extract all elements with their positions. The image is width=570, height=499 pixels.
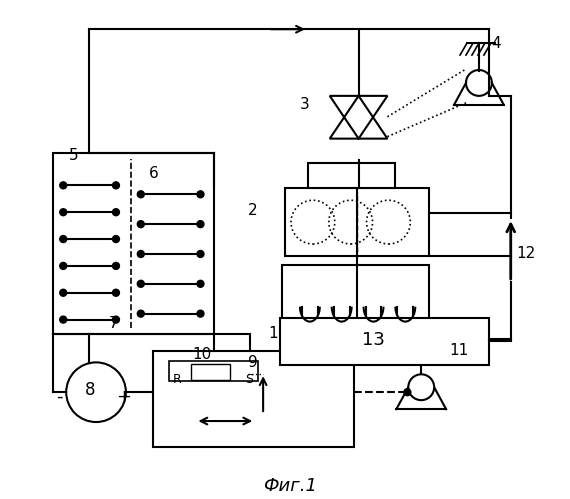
Text: R: R <box>173 373 181 386</box>
Circle shape <box>60 289 67 296</box>
Text: 12: 12 <box>516 246 536 261</box>
Circle shape <box>112 289 120 296</box>
Bar <box>282 265 429 326</box>
Circle shape <box>60 209 67 216</box>
Circle shape <box>112 209 120 216</box>
Text: 11: 11 <box>449 343 469 358</box>
Circle shape <box>197 250 204 257</box>
Text: 9: 9 <box>248 355 258 370</box>
Text: 6: 6 <box>149 166 158 182</box>
Circle shape <box>66 362 126 422</box>
Bar <box>169 361 258 381</box>
Circle shape <box>137 191 144 198</box>
Circle shape <box>137 310 144 317</box>
Circle shape <box>112 262 120 269</box>
Text: S: S <box>245 373 253 386</box>
Bar <box>190 364 230 380</box>
Text: 2: 2 <box>248 203 258 218</box>
Circle shape <box>112 182 120 189</box>
Circle shape <box>60 262 67 269</box>
Circle shape <box>408 374 434 400</box>
Circle shape <box>60 182 67 189</box>
Text: 13: 13 <box>362 331 385 349</box>
Text: 7: 7 <box>109 315 119 330</box>
Text: 3: 3 <box>300 97 310 112</box>
Bar <box>54 153 214 333</box>
Text: 5: 5 <box>69 149 79 164</box>
Text: 4: 4 <box>491 36 500 51</box>
Text: +: + <box>116 388 131 406</box>
Text: -: - <box>56 388 63 406</box>
Circle shape <box>60 236 67 243</box>
Circle shape <box>197 191 204 198</box>
Text: Фиг.1: Фиг.1 <box>263 477 317 495</box>
Circle shape <box>112 316 120 323</box>
Text: 1: 1 <box>268 325 278 340</box>
Circle shape <box>112 236 120 243</box>
Bar <box>153 351 353 447</box>
Circle shape <box>60 316 67 323</box>
Circle shape <box>197 310 204 317</box>
Circle shape <box>137 221 144 228</box>
Bar <box>280 318 489 365</box>
Circle shape <box>137 280 144 287</box>
Circle shape <box>197 221 204 228</box>
Bar <box>308 164 396 188</box>
Circle shape <box>404 389 411 396</box>
Bar <box>285 188 429 256</box>
Circle shape <box>197 280 204 287</box>
Text: 8: 8 <box>85 381 96 399</box>
Text: 10: 10 <box>193 347 212 362</box>
Circle shape <box>137 250 144 257</box>
